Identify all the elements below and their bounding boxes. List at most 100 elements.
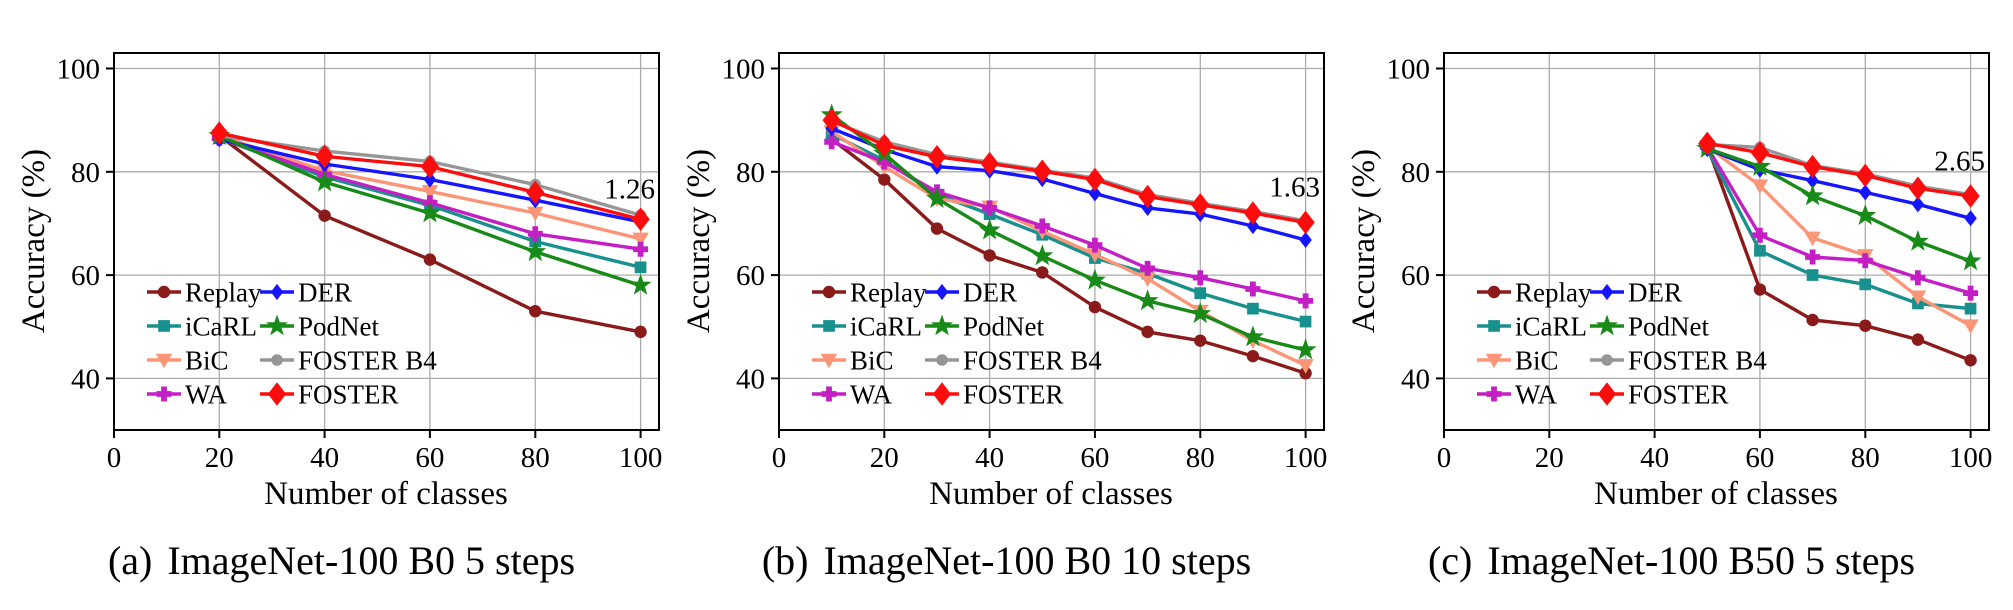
circle-marker (423, 253, 437, 266)
square-marker (1859, 278, 1872, 291)
star-marker (524, 240, 547, 262)
star-marker (419, 201, 441, 223)
legend-label: WA (850, 380, 892, 410)
legend-label: BiC (850, 346, 894, 376)
diamond-marker (822, 108, 841, 132)
diamond-marker (935, 283, 949, 301)
legend-item-foster: FOSTER (260, 380, 399, 410)
diamond-marker (1085, 167, 1105, 192)
svg-text:80: 80 (1186, 442, 1215, 474)
plus-marker (1298, 293, 1314, 309)
x-axis-label: Number of classes (929, 476, 1173, 512)
axis-ticks (106, 67, 642, 438)
diamond-marker (932, 382, 952, 406)
legend-item-foster-b4: FOSTER B4 (925, 346, 1102, 376)
chart-panel-a: 0 20 40 60 80 100 40 60 80 100 Replay iCaRL BiC WA DER… (14, 8, 669, 584)
legend-item-wa: WA (147, 380, 227, 410)
circle-marker (1601, 354, 1613, 366)
svg-text:100: 100 (57, 54, 101, 86)
svg-text:20: 20 (870, 442, 899, 474)
triangle-down-marker (1962, 319, 1979, 334)
circle-marker (1487, 285, 1501, 299)
circle-marker (1141, 325, 1154, 339)
legend-label: iCaRL (1515, 312, 1587, 342)
gap-annotation: 1.26 (604, 173, 655, 205)
star-marker (313, 170, 336, 192)
legend-item-foster: FOSTER (1590, 380, 1729, 410)
legend-item-icarl: iCaRL (1477, 312, 1587, 342)
caption-b: (b) ImageNet-100 B0 10 steps (762, 537, 1251, 584)
legend-label: PodNet (298, 312, 379, 342)
tick-labels: 0 20 40 60 80 100 40 60 80 100 (1387, 54, 1993, 475)
star-marker (978, 218, 1001, 240)
svg-text:100: 100 (1949, 442, 1993, 474)
star-marker (1031, 244, 1054, 266)
y-axis-label: Accuracy (%) (681, 149, 717, 333)
plot-frame (778, 52, 1325, 431)
diamond-marker (1138, 184, 1157, 209)
star-marker (1242, 325, 1264, 347)
circle-marker (157, 285, 171, 299)
diamond-marker (1803, 154, 1822, 179)
chart-a: 0 20 40 60 80 100 40 60 80 100 Replay iCaRL BiC WA DER… (16, 52, 663, 512)
square-marker (634, 261, 647, 274)
diamond-marker (1806, 172, 1819, 189)
triangle-down-marker (1086, 248, 1104, 263)
diamond-marker (420, 154, 440, 179)
gap-annotation: 1.63 (1269, 172, 1320, 204)
square-marker (1194, 287, 1207, 299)
series-der (825, 120, 1312, 248)
triangle-down-marker (1139, 272, 1156, 287)
plus-marker (1752, 227, 1768, 243)
circle-marker (271, 354, 283, 366)
triangle-down-marker (1297, 359, 1314, 374)
plus-marker (1245, 281, 1261, 297)
plus-marker (1910, 270, 1926, 286)
diamond-marker (1296, 210, 1315, 235)
tick-labels: 0 20 40 60 80 100 40 60 80 100 (57, 54, 663, 475)
legend-item-foster: FOSTER (925, 380, 1064, 410)
plus-marker (1486, 386, 1502, 402)
diamond-marker (875, 133, 894, 158)
svg-text:40: 40 (71, 363, 100, 395)
diamond-marker (1600, 283, 1614, 301)
circle-marker (318, 209, 331, 222)
triangle-down-marker (1909, 290, 1927, 305)
svg-text:80: 80 (736, 157, 765, 189)
caption-a: (a) ImageNet-100 B0 5 steps (108, 537, 575, 584)
diamond-marker (1961, 184, 1980, 208)
svg-text:20: 20 (205, 442, 234, 474)
circle-marker (930, 222, 944, 235)
square-marker (1806, 269, 1819, 281)
svg-text:60: 60 (1401, 260, 1430, 292)
star-marker (1294, 338, 1317, 360)
chart-a-content: 0 20 40 60 80 100 40 60 80 100 Replay iCaRL BiC WA DER… (57, 52, 663, 475)
legend-label: Replay (185, 278, 262, 308)
chart-c: 0 20 40 60 80 100 40 60 80 100 Replay iCaRL BiC WA DER… (1346, 52, 1993, 512)
chart-c-content: 0 20 40 60 80 100 40 60 80 100 Replay iCaRL BiC WA DER… (1387, 52, 1993, 475)
diamond-marker (315, 144, 334, 169)
legend-item-wa: WA (812, 380, 892, 410)
svg-text:40: 40 (736, 363, 765, 395)
svg-text:100: 100 (722, 54, 766, 86)
diamond-marker (631, 207, 650, 232)
legend-item-wa: WA (1477, 380, 1557, 410)
triangle-down-marker (155, 353, 173, 369)
legend-item-der: DER (260, 278, 352, 308)
plus-marker (527, 226, 543, 242)
legend-item-replay: Replay (1477, 278, 1592, 308)
circle-marker (1246, 349, 1260, 363)
legend-label: PodNet (963, 312, 1044, 342)
svg-text:60: 60 (415, 442, 444, 474)
legend-label: WA (185, 380, 227, 410)
svg-text:20: 20 (1535, 442, 1564, 474)
plus-marker (1963, 285, 1979, 301)
svg-text:100: 100 (1387, 54, 1431, 86)
legend-item-replay: Replay (812, 278, 927, 308)
plus-marker (1192, 270, 1208, 286)
circle-marker (1911, 333, 1925, 346)
plus-marker (1805, 249, 1821, 265)
star-marker (629, 273, 652, 295)
legend-label: FOSTER (963, 380, 1064, 410)
legend-label: Replay (1515, 278, 1592, 308)
